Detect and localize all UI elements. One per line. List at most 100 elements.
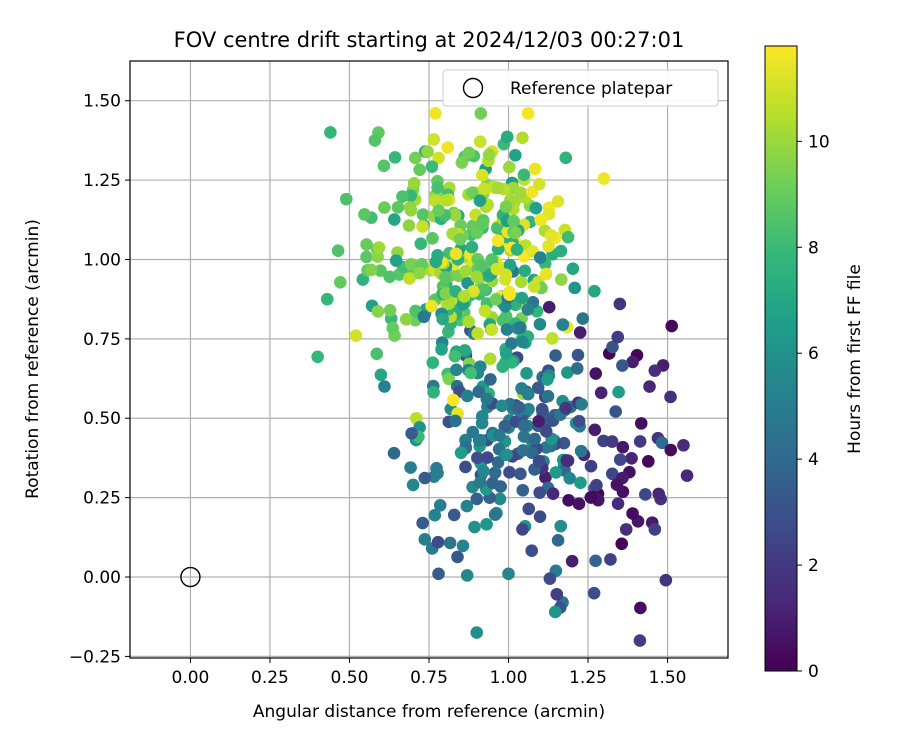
data-point — [472, 433, 486, 447]
data-point — [532, 177, 546, 191]
data-point — [470, 626, 484, 639]
data-point — [527, 280, 541, 293]
data-point — [546, 487, 560, 500]
data-point — [453, 232, 467, 246]
data-point — [485, 323, 499, 336]
data-point — [507, 214, 520, 228]
data-point — [431, 181, 444, 194]
data-point — [491, 181, 505, 195]
data-point — [633, 435, 647, 448]
data-point — [493, 492, 507, 506]
data-point — [589, 367, 603, 380]
data-point — [491, 234, 505, 247]
data-point — [534, 213, 548, 227]
data-point — [426, 232, 439, 245]
data-point — [450, 363, 463, 377]
data-point — [407, 176, 421, 190]
data-point — [371, 305, 385, 318]
data-point — [464, 366, 477, 380]
data-point — [533, 317, 547, 331]
data-point — [462, 315, 475, 329]
data-point — [404, 257, 418, 271]
data-point — [456, 539, 470, 553]
data-point — [520, 367, 533, 380]
data-point — [499, 200, 513, 213]
data-point — [462, 146, 476, 160]
data-point — [525, 544, 539, 558]
data-point — [418, 533, 432, 546]
data-point — [488, 508, 502, 521]
data-point — [477, 283, 491, 297]
data-point — [482, 148, 496, 162]
data-point — [613, 453, 627, 466]
data-point — [515, 291, 529, 305]
data-point — [680, 469, 694, 482]
data-point — [471, 327, 484, 340]
data-point — [408, 151, 422, 165]
y-tick-label: 0.50 — [83, 409, 121, 429]
colorbar: 0 2 4 6 8 10 Hours from first FF file — [764, 45, 865, 682]
data-point — [664, 443, 678, 457]
data-point — [611, 330, 625, 344]
data-point — [542, 239, 555, 253]
data-point — [532, 454, 546, 468]
data-point — [472, 385, 486, 399]
data-point — [429, 107, 442, 120]
data-point — [576, 312, 590, 325]
y-axis-ticks: −0.25 0.00 0.25 0.50 0.75 1.00 1.25 1.50 — [69, 92, 130, 667]
data-point — [370, 347, 384, 361]
colorbar-tick-label: 8 — [808, 238, 819, 258]
data-point — [470, 270, 483, 284]
data-point — [605, 435, 619, 448]
data-point — [500, 130, 514, 144]
data-point — [475, 259, 489, 273]
data-point — [556, 318, 570, 331]
colorbar-tick-label: 10 — [808, 132, 830, 152]
data-point — [474, 475, 487, 489]
colorbar-tick-label: 0 — [808, 662, 819, 682]
data-point — [473, 194, 487, 208]
data-point — [389, 254, 403, 267]
data-point — [549, 349, 562, 362]
data-point — [480, 518, 493, 531]
data-point — [439, 287, 453, 300]
data-point — [416, 208, 430, 221]
data-point — [551, 534, 565, 547]
data-point — [416, 220, 429, 233]
data-point — [589, 554, 602, 568]
data-point — [439, 270, 452, 284]
scatter-points — [311, 107, 694, 647]
data-point — [477, 464, 490, 478]
data-point — [460, 499, 474, 513]
x-axis-label: Angular distance from reference (arcmin) — [253, 702, 605, 722]
x-tick-label: 0.25 — [251, 668, 289, 688]
data-point — [383, 270, 396, 284]
data-point — [677, 438, 690, 452]
colorbar-tick-label: 4 — [808, 450, 819, 470]
data-point — [503, 466, 516, 479]
data-point — [512, 400, 526, 414]
data-point — [425, 299, 438, 313]
reference-layer — [180, 566, 201, 588]
data-point — [483, 352, 497, 366]
data-point — [458, 344, 472, 357]
legend: Reference platepar — [442, 69, 719, 107]
data-point — [544, 229, 558, 242]
data-point — [571, 348, 585, 362]
data-point — [465, 240, 479, 254]
data-point — [611, 497, 625, 510]
data-point — [432, 567, 445, 581]
data-point — [418, 471, 432, 485]
data-point — [539, 424, 553, 438]
data-point — [476, 217, 489, 231]
data-point — [588, 423, 602, 437]
data-point — [324, 126, 337, 139]
data-point — [550, 587, 564, 601]
data-point — [427, 385, 440, 399]
data-point — [492, 428, 506, 442]
data-point — [402, 219, 416, 232]
chart-title: FOV centre drift starting at 2024/12/03 … — [174, 28, 685, 52]
data-point — [428, 194, 442, 208]
data-point — [554, 273, 568, 286]
data-point — [478, 304, 492, 318]
